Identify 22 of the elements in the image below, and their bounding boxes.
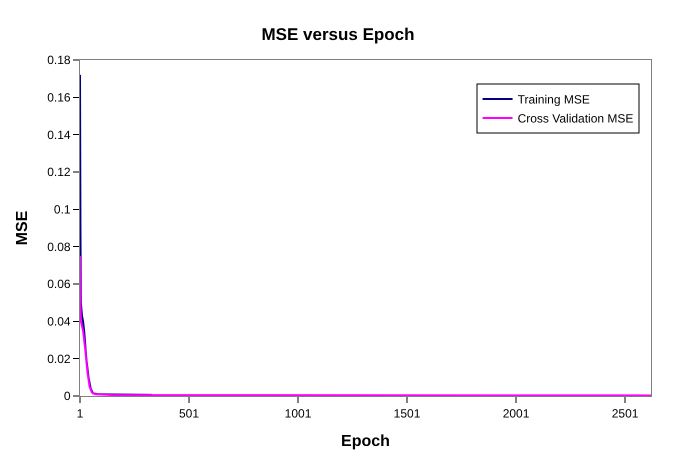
legend-label: Cross Validation MSE [518,112,634,126]
x-tick-label: 1 [76,406,84,420]
x-tick-label: 1501 [394,406,421,420]
x-tick-label: 1001 [284,406,312,420]
y-tick-label: 0.02 [47,352,71,366]
y-tick-label: 0.04 [47,314,71,329]
y-tick-label: 0.14 [47,128,71,142]
y-tick-label: 0.12 [47,165,71,180]
y-tick-label: 0.06 [47,277,71,292]
y-tick-label: 0.16 [47,90,71,105]
x-tick-label: 501 [178,406,200,420]
y-tick-label: 0 [64,389,71,404]
y-tick-label: 0.08 [47,240,71,254]
line-series [80,255,651,396]
x-axis-title: Epoch [341,433,390,450]
x-tick-label: 2001 [502,406,530,420]
y-tick-label: 0.1 [54,202,71,217]
legend-label: Training MSE [518,92,590,107]
chart-title: MSE versus Epoch [261,24,415,44]
y-tick-label: 0.18 [47,53,71,68]
x-tick-label: 2501 [612,406,639,420]
y-axis-title: MSE [14,210,32,246]
